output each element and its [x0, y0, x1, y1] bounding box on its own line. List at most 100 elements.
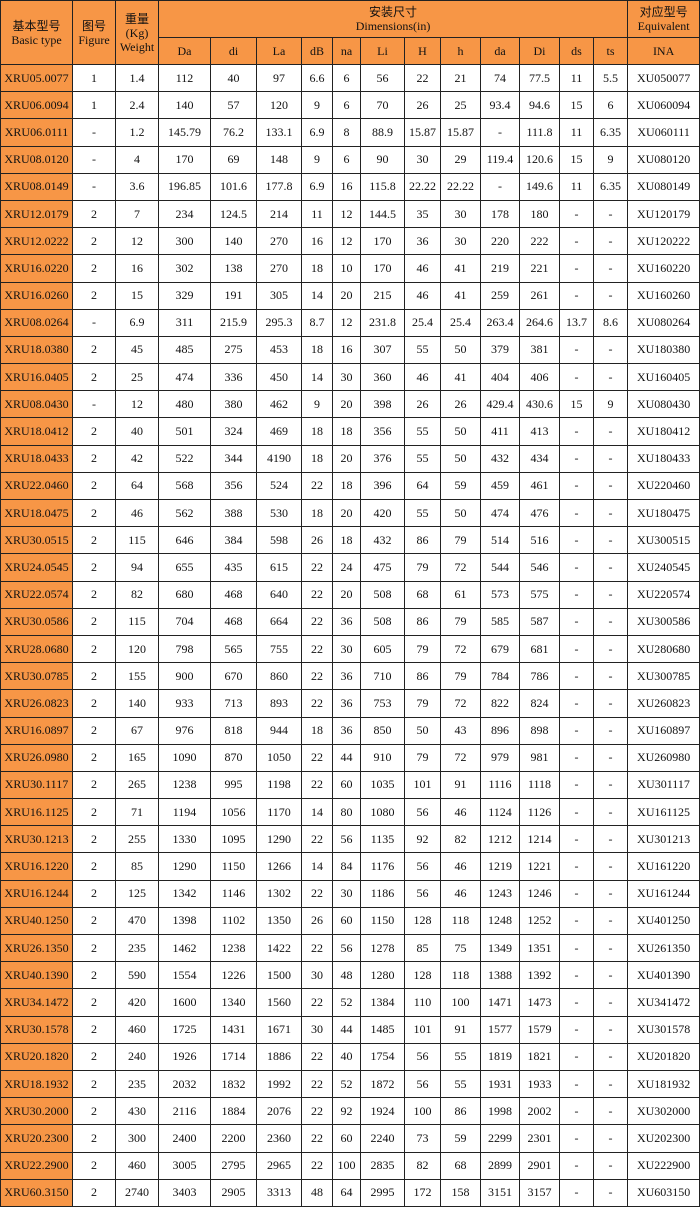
- cell-weight: 165: [115, 743, 159, 772]
- cell-h-height: 64: [404, 471, 441, 501]
- table-row: XRU26.0980 2 165 1090 870 1050 22 44 910 79 72 979 9…: [0, 743, 700, 772]
- cell-da-outer: 1462: [158, 933, 211, 963]
- cell-li: 90: [360, 145, 405, 174]
- cell-ina-equivalent: XU301578: [627, 1015, 700, 1044]
- cell-da-inner: 459: [480, 471, 520, 501]
- cell-figure: 2: [72, 933, 116, 963]
- cell-basic-type: XRU16.1125: [0, 798, 73, 827]
- cell-basic-type: XRU60.3150: [0, 1178, 73, 1207]
- cell-ts: -: [592, 961, 629, 990]
- cell-h-height: 56: [404, 798, 441, 827]
- cell-di: 2905: [210, 1178, 257, 1207]
- cell-h-height: 55: [404, 417, 441, 446]
- cell-basic-type: XRU20.2300: [0, 1124, 73, 1153]
- cell-h-height: 86: [404, 607, 441, 636]
- table-row: XRU24.0545 2 94 655 435 615 22 24 475 79 72 544 546-…: [0, 553, 700, 582]
- cell-h-height: 36: [404, 227, 441, 256]
- cell-da-inner: 679: [480, 634, 520, 664]
- cell-ts: 6.35: [592, 118, 629, 147]
- cell-na: 44: [332, 743, 361, 772]
- table-row: XRU18.0475 2 46 562 388 530 18 20 420 55 50 474 476-…: [0, 498, 700, 528]
- table-row: XRU16.1220 2 85 1290 1150 1266 14 84 1176 56 46 121…: [0, 852, 700, 881]
- cell-h-height: 172: [404, 1178, 441, 1207]
- cell-da-outer: 196.85: [158, 172, 211, 201]
- cell-la: 305: [256, 281, 302, 310]
- cell-h-height: 50: [404, 716, 441, 745]
- cell-li: 1754: [360, 1042, 405, 1071]
- cell-db: 6.6: [301, 63, 333, 93]
- cell-h-height: 55: [404, 444, 441, 473]
- cell-da-inner: 119.4: [480, 145, 520, 174]
- cell-figure: 2: [72, 743, 116, 772]
- table-row: XRU06.0094 1 2.4 140 57 120 9 6 70 26 25 93.4 94.6 15…: [0, 91, 700, 120]
- cell-na: 6: [332, 145, 361, 174]
- table-row: XRU20.2300 2 300 2400 2200 2360 22 60 2240 73 59 22…: [0, 1124, 700, 1153]
- cell-ds: -: [559, 526, 594, 555]
- cell-h-small: 72: [440, 634, 481, 664]
- cell-figure: 2: [72, 580, 116, 609]
- cell-h-height: 100: [404, 1097, 441, 1126]
- cell-li: 1280: [360, 961, 405, 990]
- cell-di: 995: [210, 770, 257, 800]
- cell-la: 133.1: [256, 118, 302, 147]
- header-dimensions: 安装尺寸 Dimensions(in): [157, 0, 629, 38]
- table-row: XRU08.0120-4 170 69 148 9 6 90 30 29 119.4 120.6 15…: [0, 145, 700, 174]
- cell-basic-type: XRU08.0430: [0, 390, 73, 419]
- cell-na: 60: [332, 770, 361, 800]
- cell-na: 12: [332, 308, 361, 337]
- cell-basic-type: XRU26.0823: [0, 689, 73, 718]
- cell-ts: -: [592, 498, 629, 528]
- cell-la: 1302: [256, 879, 302, 908]
- cell-da-inner: 896: [480, 716, 520, 745]
- cell-weight: 40: [115, 417, 159, 446]
- cell-h-small: 72: [440, 743, 481, 772]
- cell-da-outer: 1290: [158, 852, 211, 881]
- cell-weight: 240: [115, 1042, 159, 1071]
- cell-na: 84: [332, 852, 361, 881]
- cell-h-height: 73: [404, 1124, 441, 1153]
- cell-di: 215.9: [210, 308, 257, 337]
- cell-h-height: 68: [404, 580, 441, 609]
- cell-da-outer: 798: [158, 634, 211, 664]
- cell-db: 22: [301, 933, 333, 963]
- cell-la: 1290: [256, 825, 302, 854]
- cell-da-inner: 2899: [480, 1151, 520, 1180]
- cell-da-inner: 822: [480, 689, 520, 718]
- cell-ina-equivalent: XU180433: [627, 444, 700, 473]
- cell-h-small: 50: [440, 444, 481, 473]
- cell-ts: 5.5: [592, 63, 629, 93]
- cell-h-small: 55: [440, 1042, 481, 1071]
- cell-di-inner: 546: [519, 553, 560, 582]
- cell-di: 2795: [210, 1151, 257, 1180]
- cell-li: 376: [360, 444, 405, 473]
- cell-li: 215: [360, 281, 405, 310]
- cell-ts: 9: [592, 390, 629, 419]
- cell-figure: 2: [72, 770, 116, 800]
- cell-di: 124.5: [210, 199, 257, 229]
- cell-weight: 46: [115, 498, 159, 528]
- cell-li: 2995: [360, 1178, 405, 1207]
- cell-ds: -: [559, 498, 594, 528]
- cell-di-inner: 430.6: [519, 390, 560, 419]
- cell-la: 1266: [256, 852, 302, 881]
- cell-na: 60: [332, 1124, 361, 1153]
- header-weight-cn: 重量: [124, 11, 149, 26]
- cell-na: 30: [332, 879, 361, 908]
- cell-weight: 235: [115, 933, 159, 963]
- cell-da-outer: 3005: [158, 1151, 211, 1180]
- cell-na: 52: [332, 988, 361, 1017]
- cell-ts: 8.6: [592, 308, 629, 337]
- table-row: XRU08.0149-3.6 196.85 101.6 177.8 6.9 16 115.8…: [0, 172, 700, 201]
- table-row: XRU16.0220 2 16 302 138 270 18 10 170 46 41 219 221-…: [0, 254, 700, 283]
- cell-da-outer: 2032: [158, 1069, 211, 1099]
- cell-db: 22: [301, 553, 333, 582]
- cell-da-inner: 220: [480, 227, 520, 256]
- cell-na: 18: [332, 417, 361, 446]
- cell-ina-equivalent: XU080264: [627, 308, 700, 337]
- cell-da-outer: 170: [158, 145, 211, 174]
- cell-na: 20: [332, 498, 361, 528]
- cell-li: 2240: [360, 1124, 405, 1153]
- cell-db: 22: [301, 879, 333, 908]
- cell-ina-equivalent: XU240545: [627, 553, 700, 582]
- cell-figure: -: [72, 172, 116, 201]
